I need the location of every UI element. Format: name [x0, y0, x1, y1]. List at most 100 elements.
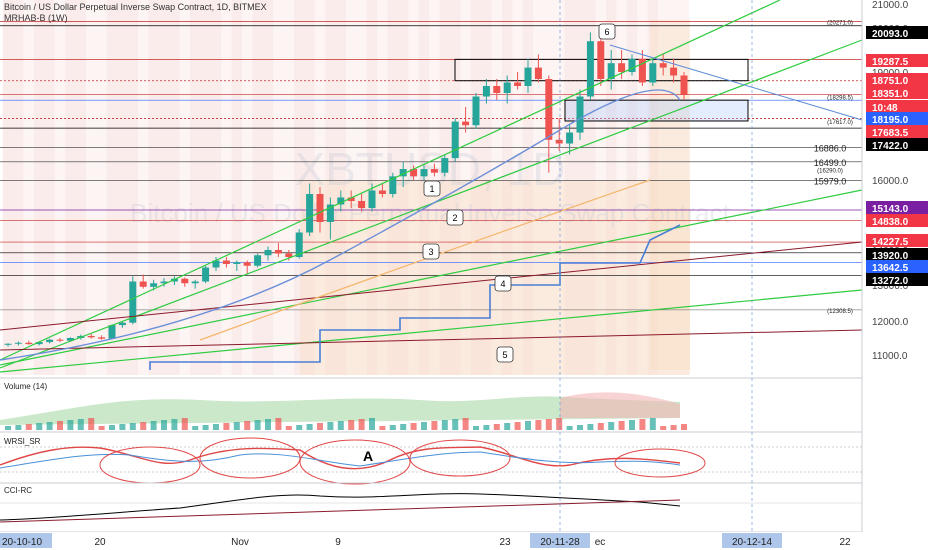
volume-pane[interactable]: 10B [0, 392, 890, 430]
price-box-label: 19287.5 [872, 57, 909, 68]
price-box [866, 248, 928, 261]
bg-stripe [65, 0, 76, 375]
volume-bar [254, 420, 261, 430]
candle-body [628, 58, 636, 72]
volume-bar [389, 425, 396, 430]
bg-stripe [637, 0, 648, 375]
bg-stripe [252, 0, 263, 375]
candle-body [25, 342, 33, 345]
volume-bar [244, 421, 251, 430]
wave-label: 6 [604, 27, 609, 37]
bg-stripe [283, 0, 294, 375]
price-box-label: 13642.5 [872, 263, 909, 274]
time-highlight [722, 533, 782, 548]
volume-bar [566, 426, 573, 430]
volume-bar [525, 421, 531, 430]
candle-body [274, 250, 282, 254]
volume-bar [285, 426, 292, 430]
time-tick: 20-11-28 [540, 537, 580, 548]
price-tick: 12000.0 [872, 317, 909, 328]
bg-stripe [564, 0, 575, 375]
bg-stripe [502, 0, 513, 375]
candle-body [181, 278, 189, 284]
level-label: (16290.0) [817, 168, 843, 174]
volume-bar [504, 423, 511, 430]
volume-bar [369, 418, 375, 430]
candle-body [545, 79, 553, 140]
candle-body [285, 253, 293, 257]
candle-body [472, 96, 480, 126]
volume-bar [535, 420, 542, 430]
bg-stripe [616, 0, 627, 375]
level-label: 16886.0 [814, 144, 847, 154]
price-box [866, 86, 928, 99]
bg-stripe [148, 0, 159, 375]
ma-line [0, 89, 681, 361]
candle-body [399, 169, 407, 177]
wrsi-pane[interactable]: A100.00.0 [0, 435, 897, 486]
indicator-title: MRHAB-B (1W) [4, 13, 68, 23]
candle-body [233, 262, 241, 264]
price-box [866, 73, 928, 86]
volume-bar [213, 424, 219, 430]
candle-body [420, 169, 428, 177]
bg-stripe [179, 0, 190, 375]
candle-body [243, 262, 251, 266]
wave-label: 3 [428, 247, 433, 257]
volume-bar [15, 425, 22, 430]
watermark-name: Bitcoin / US Dollar Perpetual Inverse Sw… [130, 198, 730, 228]
candle-body [638, 58, 646, 83]
candle-body [129, 281, 137, 323]
wave-marker [494, 275, 512, 292]
candle-body [586, 41, 594, 97]
candle-body [493, 86, 501, 93]
candle-body [14, 342, 22, 344]
wrsi-circle [409, 439, 511, 477]
wave-marker [422, 243, 440, 260]
volume-bar [265, 419, 271, 430]
wrsi-title: WRSI_SR [4, 437, 41, 446]
price-box-label: 13920.0 [872, 251, 909, 262]
wave-marker [446, 209, 464, 226]
bg-stripe [554, 0, 565, 375]
level-label: 15979.0 [814, 177, 847, 187]
bg-stripe [522, 0, 534, 375]
volume-bar [493, 424, 500, 430]
time-tick: 20-10-10 [2, 537, 42, 548]
candle-body [306, 194, 314, 233]
bg-stripe [606, 0, 617, 375]
volume-bar [181, 418, 188, 430]
cci-pane[interactable]: 200.00.0 [0, 493, 897, 533]
bg-stripe [346, 0, 357, 375]
price-box [866, 201, 928, 214]
candle-body [680, 75, 688, 95]
volume-bar [192, 426, 199, 430]
bg-stripe [200, 0, 211, 375]
candle-body [368, 190, 376, 208]
volume-bar [358, 419, 365, 430]
candle-body [378, 190, 386, 194]
price-box [866, 26, 928, 39]
candle-body [139, 281, 147, 287]
volume-bar [202, 425, 209, 430]
candle-body [659, 63, 667, 68]
price-box-label: 17422.0 [872, 141, 909, 152]
bg-stripe [668, 0, 679, 375]
chart-title: Bitcoin / US Dollar Perpetual Inverse Sw… [4, 2, 267, 12]
candle-body [514, 82, 522, 86]
volume-bar [57, 421, 63, 430]
volume-bar [275, 418, 282, 430]
bg-stripe [210, 0, 222, 375]
wave-label: 4 [500, 279, 505, 289]
price-box-label: 18351.0 [872, 89, 909, 100]
level-label: (18298.5) [827, 96, 853, 102]
candle-body [358, 201, 366, 208]
bg-stripe [242, 0, 253, 375]
wave-marker [423, 180, 441, 197]
level-label: (17617.0) [827, 120, 853, 126]
time-highlight [530, 533, 590, 548]
volume-bar [597, 423, 604, 430]
